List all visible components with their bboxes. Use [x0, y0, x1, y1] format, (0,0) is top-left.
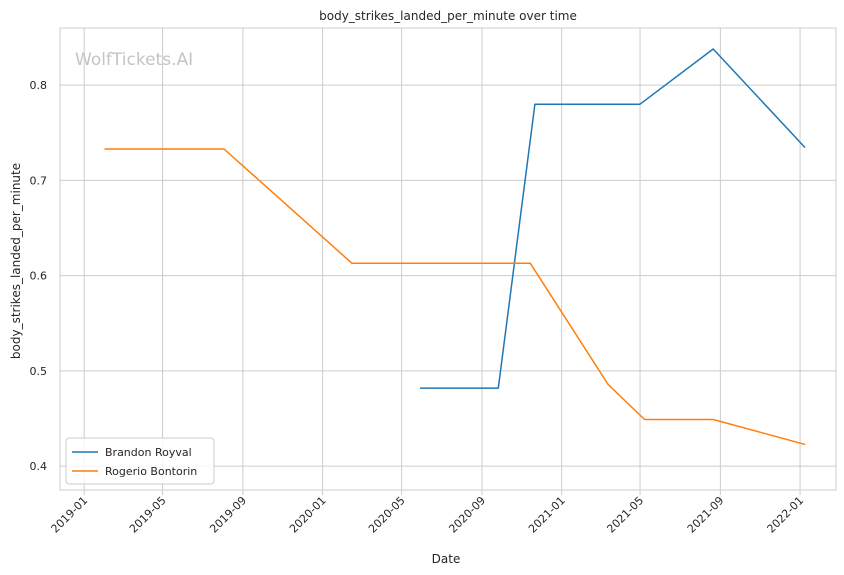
x-tick-label: 2019-01: [49, 494, 91, 536]
x-tick-label: 2021-05: [604, 494, 646, 536]
x-tick-label: 2022-01: [764, 494, 806, 536]
x-tick-label: 2021-01: [526, 494, 568, 536]
y-tick-label: 0.5: [30, 365, 48, 378]
series-lines: [104, 48, 806, 446]
x-tick-label: 2020-01: [287, 494, 329, 536]
x-tick-label: 2020-05: [366, 494, 408, 536]
series-line-brandon-royval: [419, 48, 806, 389]
x-axis-label: Date: [432, 552, 461, 566]
x-tick-label: 2019-05: [127, 494, 169, 536]
y-tick-label: 0.4: [30, 460, 48, 473]
y-tick-label: 0.7: [30, 174, 48, 187]
legend-label: Brandon Royval: [105, 446, 192, 459]
legend: Brandon Royval Rogerio Bontorin: [65, 437, 215, 485]
watermark: WolfTickets.AI: [75, 50, 193, 70]
series-line-rogerio-bontorin: [104, 148, 806, 446]
y-axis-label: body_strikes_landed_per_minute: [9, 163, 23, 359]
x-tick-label: 2021-09: [685, 494, 727, 536]
legend-label: Rogerio Bontorin: [105, 465, 197, 478]
legend-box: [65, 437, 215, 485]
y-tick-label: 0.8: [30, 79, 48, 92]
grid: [60, 28, 836, 495]
y-tick-label: 0.6: [30, 270, 48, 283]
x-tick-label: 2020-09: [446, 494, 488, 536]
chart-title: body_strikes_landed_per_minute over time: [319, 9, 577, 23]
plot-frame: [59, 27, 837, 491]
x-tick-label: 2019-09: [207, 494, 249, 536]
